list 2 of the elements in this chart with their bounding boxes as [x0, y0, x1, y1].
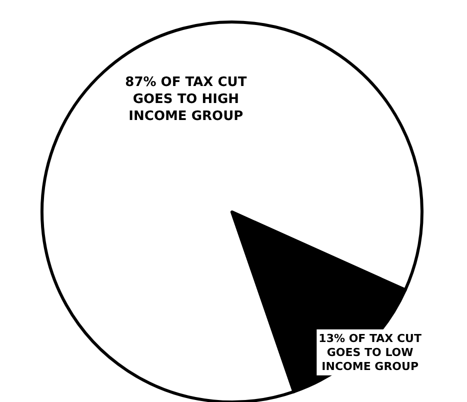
slice-label: 13% OF TAX CUT GOES TO LOW INCOME GROUP: [318, 332, 422, 373]
slice-label: 87% OF TAX CUT GOES TO HIGH INCOME GROUP: [125, 75, 247, 124]
